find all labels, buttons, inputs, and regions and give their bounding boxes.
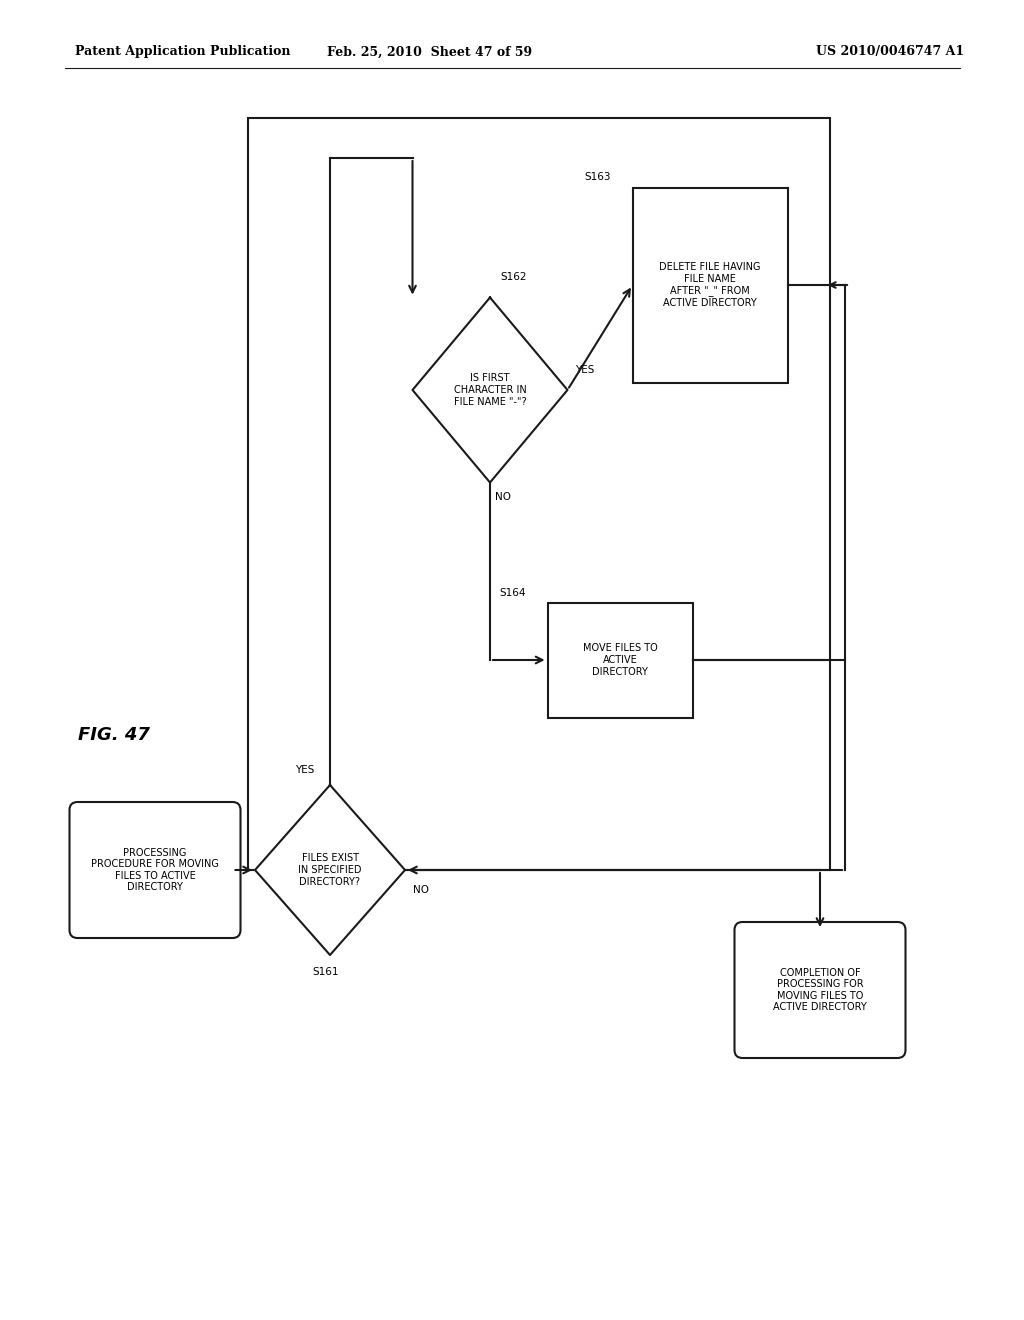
Text: NO: NO [413, 884, 429, 895]
Text: Feb. 25, 2010  Sheet 47 of 59: Feb. 25, 2010 Sheet 47 of 59 [328, 45, 532, 58]
Bar [248, 117, 830, 870]
Text: Patent Application Publication: Patent Application Publication [75, 45, 291, 58]
Text: S164: S164 [500, 587, 526, 598]
Text: DELETE FILE HAVING
FILE NAME
AFTER "_" FROM
ACTIVE DIRECTORY: DELETE FILE HAVING FILE NAME AFTER "_" F… [659, 263, 761, 308]
Text: YES: YES [295, 766, 314, 775]
Text: MOVE FILES TO
ACTIVE
DIRECTORY: MOVE FILES TO ACTIVE DIRECTORY [583, 643, 657, 677]
Polygon shape [413, 297, 567, 483]
Text: S163: S163 [585, 173, 611, 182]
Text: S161: S161 [312, 968, 339, 977]
Text: S162: S162 [500, 272, 526, 282]
Text: YES: YES [575, 366, 595, 375]
Bar [548, 602, 692, 718]
Text: US 2010/0046747 A1: US 2010/0046747 A1 [816, 45, 964, 58]
Text: PROCESSING
PROCEDURE FOR MOVING
FILES TO ACTIVE
DIRECTORY: PROCESSING PROCEDURE FOR MOVING FILES TO… [91, 847, 219, 892]
FancyBboxPatch shape [70, 803, 241, 939]
Text: COMPLETION OF
PROCESSING FOR
MOVING FILES TO
ACTIVE DIRECTORY: COMPLETION OF PROCESSING FOR MOVING FILE… [773, 968, 867, 1012]
Text: FILES EXIST
IN SPECIFIED
DIRECTORY?: FILES EXIST IN SPECIFIED DIRECTORY? [298, 854, 361, 887]
FancyBboxPatch shape [734, 921, 905, 1059]
Polygon shape [255, 785, 406, 954]
Text: IS FIRST
CHARACTER IN
FILE NAME "-"?: IS FIRST CHARACTER IN FILE NAME "-"? [454, 374, 526, 407]
Bar [633, 187, 787, 383]
Text: NO: NO [495, 492, 511, 503]
Text: FIG. 47: FIG. 47 [78, 726, 150, 744]
